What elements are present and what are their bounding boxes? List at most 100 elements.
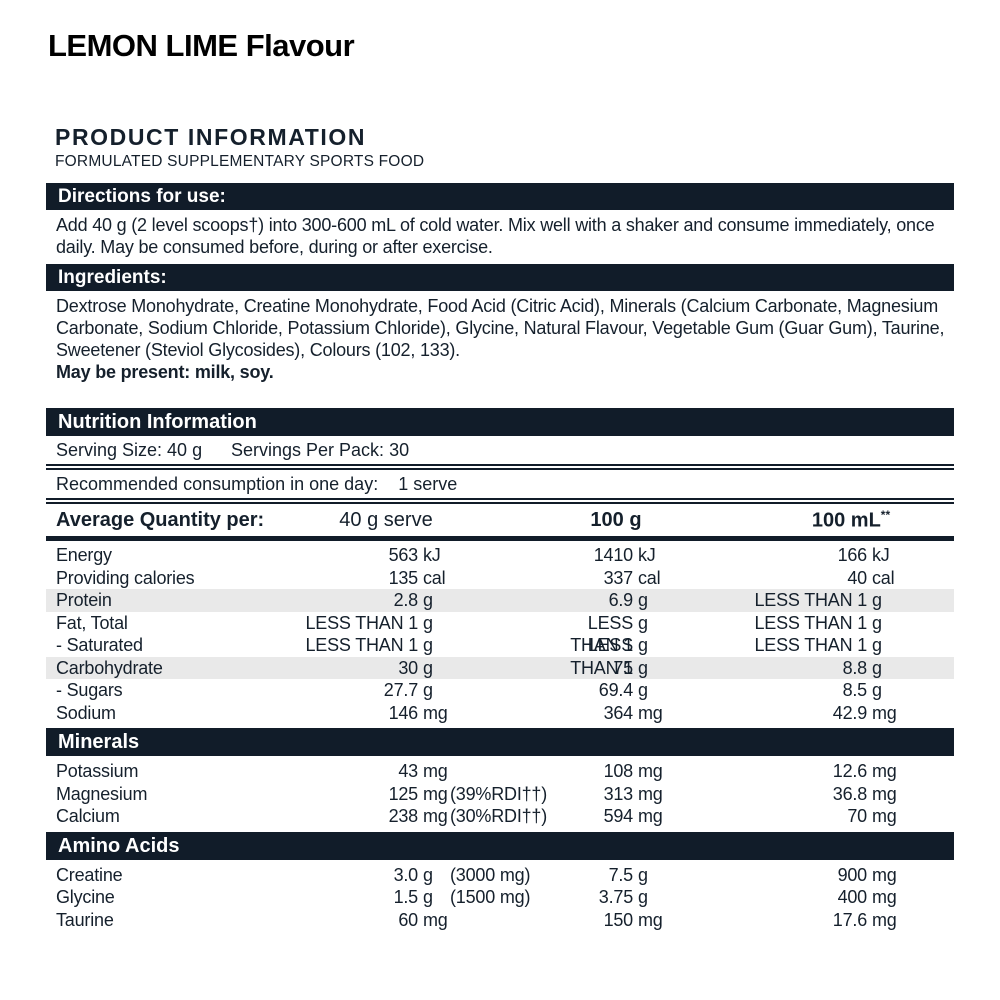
- unit-per-100g: g: [638, 887, 648, 907]
- unit-per-serve: mg: [423, 806, 448, 826]
- value-per-100ml: 12.6: [832, 761, 867, 781]
- header-divider: [46, 536, 954, 541]
- unit-per-100g: g: [638, 590, 648, 610]
- unit-per-serve: g: [423, 590, 433, 610]
- value-note: (39%RDI††): [450, 783, 548, 804]
- nutrient-label: Potassium: [56, 761, 139, 781]
- value-note: [448, 679, 536, 702]
- nutrient-label: Creatine: [56, 864, 123, 885]
- unit-per-100g: mg: [638, 909, 663, 930]
- value-note: [448, 702, 536, 725]
- value-per-100ml: LESS THAN 1: [754, 635, 867, 655]
- unit-per-serve: mg: [423, 761, 448, 781]
- ingredients-heading: Ingredients:: [58, 267, 167, 288]
- nutrient-label: Calcium: [56, 806, 120, 826]
- value-per-serve: 238: [388, 806, 419, 826]
- unit-per-100g: g: [638, 657, 648, 678]
- value-per-100g: 75: [613, 657, 633, 678]
- value-per-serve: 30: [398, 657, 418, 678]
- unit-per-100ml: mg: [872, 864, 897, 885]
- table-section-bar: Amino Acids: [46, 831, 954, 860]
- footnote-marker: **: [880, 507, 891, 522]
- unit-per-100g: g: [638, 635, 648, 655]
- table-row: - Sugars 27.7 g 69.4 g 8.5 g: [46, 679, 954, 702]
- unit-per-100ml: g: [872, 657, 882, 678]
- value-per-100ml: 8.8: [842, 657, 868, 678]
- unit-per-100g: mg: [638, 761, 663, 781]
- directions-body: Add 40 g (2 level scoops†) into 300-600 …: [56, 215, 935, 257]
- unit-per-serve: g: [423, 635, 433, 655]
- value-per-100g: 108: [603, 761, 634, 781]
- value-per-100ml: 70: [847, 806, 867, 826]
- table-row: Calcium 238 mg (30%RDI††) 594 mg 70 mg: [46, 805, 954, 828]
- unit-per-100g: mg: [638, 702, 663, 723]
- unit-per-100ml: mg: [872, 702, 897, 723]
- table-section-heading: Amino Acids: [58, 834, 180, 857]
- unit-per-100ml: cal: [872, 567, 895, 588]
- table-row: Creatine 3.0 g (3000 mg) 7.5 g 900 mg: [46, 864, 954, 887]
- unit-per-serve: mg: [423, 702, 448, 723]
- value-per-100ml: 40: [847, 567, 867, 588]
- unit-per-100ml: mg: [872, 806, 897, 826]
- value-note: (3000 mg): [450, 864, 531, 885]
- value-per-100ml: 400: [837, 887, 868, 907]
- unit-per-100g: kJ: [638, 545, 656, 565]
- unit-per-100ml: mg: [872, 761, 897, 781]
- table-section-heading: Minerals: [58, 731, 140, 753]
- divider: [46, 498, 954, 504]
- page-title: LEMON LIME Flavour: [48, 28, 355, 63]
- table-row: Fat, Total LESS THAN 1 g LESS THAN 1 g L…: [46, 612, 954, 656]
- value-per-serve: 135: [388, 567, 419, 588]
- product-information-subheading: FORMULATED SUPPLEMENTARY SPORTS FOOD: [55, 153, 425, 170]
- ingredients-list: Dextrose Monohydrate, Creatine Monohydra…: [56, 296, 945, 360]
- value-per-100g: 594: [603, 806, 634, 826]
- nutrient-label: - Saturated: [56, 635, 143, 655]
- value-note: [448, 909, 536, 932]
- unit-per-100g: g: [638, 864, 648, 885]
- unit-per-serve: kJ: [423, 545, 441, 565]
- value-per-100ml: 17.6: [832, 909, 867, 930]
- ingredients-heading-bar: Ingredients:: [46, 264, 954, 291]
- unit-per-100ml: g: [872, 635, 882, 655]
- unit-per-100ml: mg: [872, 783, 897, 804]
- value-per-serve: 125: [388, 783, 419, 804]
- value-per-100ml: LESS THAN 1: [754, 590, 867, 610]
- table-section-bar: Minerals: [46, 728, 954, 756]
- table-row: Taurine 60 mg 150 mg 17.6 mg: [46, 909, 954, 932]
- value-per-serve: 3.0: [393, 864, 419, 885]
- nutrient-label: Taurine: [56, 909, 114, 930]
- table-row: Potassium 43 mg 108 mg 12.6 mg: [46, 760, 954, 783]
- value-note: [448, 760, 536, 783]
- table-row: Protein 2.8 g 6.9 g LESS THAN 1 g: [46, 589, 954, 612]
- value-per-100g: LESS THAN 1: [570, 635, 633, 678]
- unit-per-serve: g: [423, 657, 433, 678]
- recommended-consumption-label: Recommended consumption in one day:: [56, 474, 379, 494]
- column-header-serve: 40 g serve: [339, 508, 433, 531]
- product-label: LEMON LIME Flavour PRODUCT INFORMATION F…: [46, 0, 954, 931]
- value-per-serve: 563: [388, 545, 419, 565]
- value-per-serve: 27.7: [383, 680, 418, 700]
- nutrition-heading: Nutrition Information: [58, 411, 257, 433]
- value-per-serve: LESS THAN 1: [305, 635, 418, 655]
- unit-per-100ml: kJ: [872, 545, 890, 565]
- nutrient-label: Magnesium: [56, 783, 148, 804]
- value-per-serve: 2.8: [393, 590, 419, 610]
- value-per-serve: 146: [388, 702, 419, 723]
- allergen-statement: May be present: milk, soy.: [56, 362, 274, 382]
- nutrient-label: - Sugars: [56, 680, 123, 700]
- column-header-average-quantity: Average Quantity per:: [56, 508, 265, 531]
- value-note: [448, 657, 536, 680]
- unit-per-serve: g: [423, 680, 433, 700]
- unit-per-100ml: g: [872, 590, 882, 610]
- unit-per-100g: cal: [638, 567, 661, 588]
- value-note: [448, 567, 536, 590]
- servings-per-pack: Servings Per Pack: 30: [231, 440, 410, 460]
- value-per-100ml: 166: [837, 545, 868, 565]
- value-per-serve: 43: [398, 761, 418, 781]
- value-note: [448, 589, 536, 612]
- column-header-100ml: 100 mL**: [811, 507, 891, 532]
- nutrient-label: Glycine: [56, 887, 115, 907]
- nutrient-label: Carbohydrate: [56, 657, 163, 678]
- nutrition-table: Energy 563 kJ 1410 kJ 166 kJ Providing c…: [46, 544, 954, 931]
- table-row: Providing calories 135 cal 337 cal 40 ca…: [46, 567, 954, 590]
